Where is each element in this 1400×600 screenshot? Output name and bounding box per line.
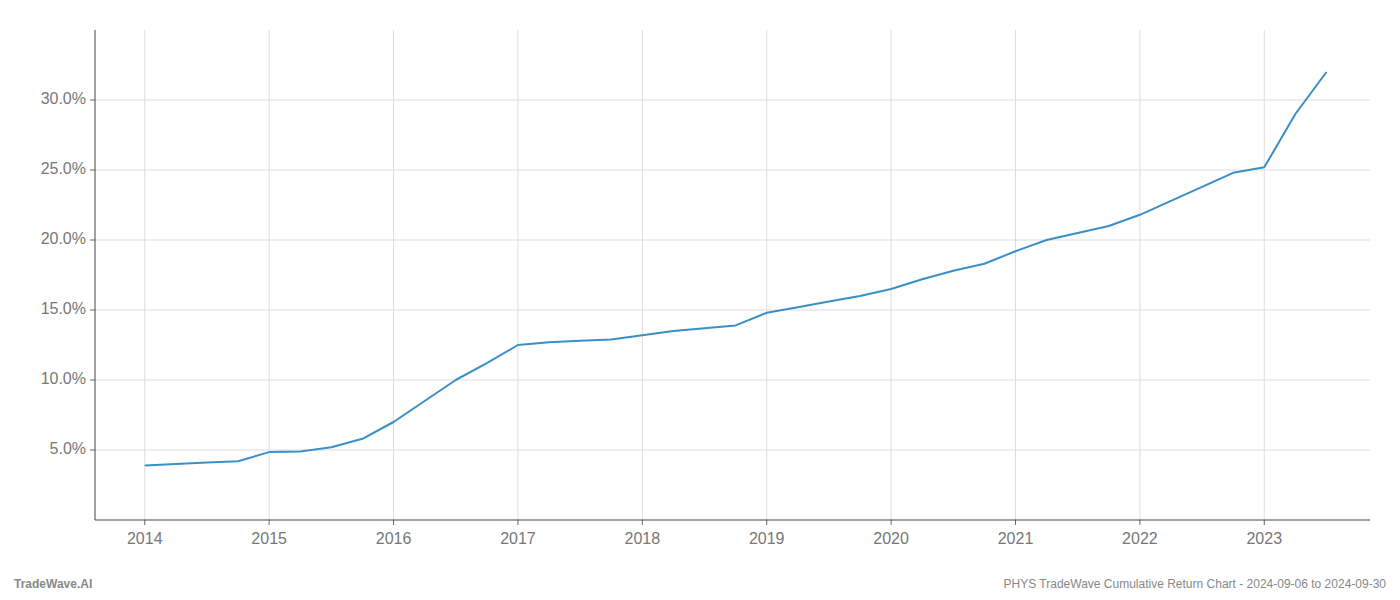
tick-label: 2023 [1246, 530, 1282, 547]
tick-mark [1015, 520, 1016, 525]
tick-label: 2018 [625, 530, 661, 547]
tick-label: 15.0% [41, 300, 86, 317]
tick-mark [90, 450, 95, 451]
tick-mark [891, 520, 892, 525]
tick-mark [90, 240, 95, 241]
tick-mark [90, 170, 95, 171]
grid-line [642, 30, 643, 520]
x-axis-line [95, 520, 1370, 521]
tick-label: 25.0% [41, 160, 86, 177]
grid-line [1139, 30, 1140, 520]
tick-label: 2016 [376, 530, 412, 547]
tick-mark [642, 520, 643, 525]
tick-label: 30.0% [41, 90, 86, 107]
grid-line [95, 450, 1370, 451]
grid-line [95, 240, 1370, 241]
tick-label: 2020 [873, 530, 909, 547]
tick-label: 2015 [251, 530, 287, 547]
grid-line [95, 380, 1370, 381]
grid-line [766, 30, 767, 520]
grid-line [95, 170, 1370, 171]
tick-label: 2022 [1122, 530, 1158, 547]
tick-mark [144, 520, 145, 525]
grid-line [1264, 30, 1265, 520]
grid-line [95, 100, 1370, 101]
grid-line [1015, 30, 1016, 520]
tick-label: 20.0% [41, 230, 86, 247]
tick-mark [517, 520, 518, 525]
grid-line [95, 310, 1370, 311]
axes: 5.0% 10.0% 15.0% 20.0% 25.0% 30.0% 2014 2015 201… [41, 30, 1370, 547]
grid-line [891, 30, 892, 520]
y-axis-line [95, 30, 96, 520]
tick-label: 2021 [998, 530, 1034, 547]
footer-right: PHYS TradeWave Cumulative Return Chart -… [1004, 577, 1387, 591]
footer-left: TradeWave.AI [14, 577, 92, 591]
grid-line [269, 30, 270, 520]
tick-label: 2019 [749, 530, 785, 547]
plot-area [145, 72, 1327, 465]
tick-mark [766, 520, 767, 525]
tick-label: 5.0% [50, 440, 86, 457]
tick-mark [90, 380, 95, 381]
grid [95, 30, 1370, 520]
chart: 5.0% 10.0% 15.0% 20.0% 25.0% 30.0% 2014 2015 201… [0, 0, 1400, 600]
tick-mark [90, 310, 95, 311]
tick-mark [269, 520, 270, 525]
line [145, 72, 1327, 465]
tick-mark [393, 520, 394, 525]
tick-mark [1264, 520, 1265, 525]
tick-label: 2017 [500, 530, 536, 547]
tick-mark [1139, 520, 1140, 525]
grid-line [144, 30, 145, 520]
tick-label: 2014 [127, 530, 163, 547]
grid-line [393, 30, 394, 520]
tick-mark [90, 100, 95, 101]
tick-label: 10.0% [41, 370, 86, 387]
grid-line [517, 30, 518, 520]
